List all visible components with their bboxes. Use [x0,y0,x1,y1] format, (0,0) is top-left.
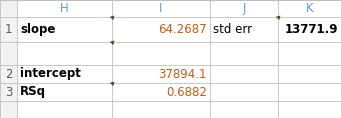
Text: 0.6882: 0.6882 [166,86,207,99]
Text: K: K [306,2,313,15]
Text: 64.2687: 64.2687 [158,23,207,36]
Text: 3: 3 [5,86,12,99]
Text: J: J [242,2,246,15]
Text: intercept: intercept [20,67,81,80]
Text: I: I [159,2,163,15]
Text: 37894.1: 37894.1 [159,67,207,80]
Text: 13771.9: 13771.9 [284,23,338,36]
Text: H: H [60,2,69,15]
Bar [0,0,17,118]
Text: 2: 2 [5,67,12,80]
Text: RSq: RSq [20,86,46,99]
Text: 1: 1 [5,23,12,36]
Text: std err: std err [213,23,252,36]
Text: slope: slope [20,23,55,36]
